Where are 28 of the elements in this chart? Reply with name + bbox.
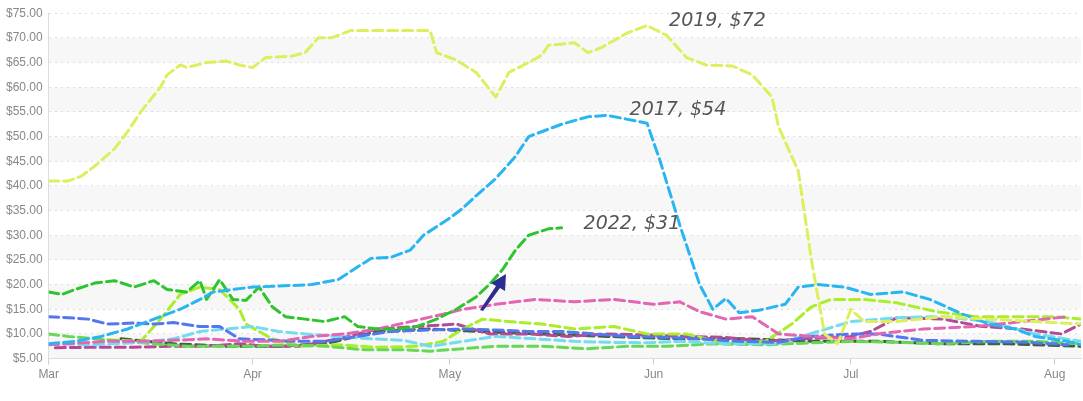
line-series [106, 285, 1081, 349]
x-tick-label: Jun [643, 367, 664, 382]
y-tick-label: $70.00 [6, 30, 44, 45]
y-tick-label: $25.00 [6, 252, 44, 267]
annotation: 2017, $54 [629, 97, 727, 120]
x-tick-label: Apr [243, 367, 262, 382]
line-series [48, 332, 1081, 353]
x-tick-label: Jul [843, 367, 859, 382]
y-tick-label: $65.00 [6, 54, 44, 69]
x-tick-label: Aug [1044, 367, 1066, 382]
line-series [48, 226, 564, 331]
y-tick-label: $20.00 [6, 276, 44, 291]
y-tick-label: $15.00 [6, 301, 44, 316]
y-tick-label: $35.00 [6, 202, 44, 217]
y-tick-label: $60.00 [6, 79, 44, 94]
annotation: 2019, $72 [669, 8, 766, 31]
line-series [119, 327, 1081, 348]
annotation: 2022, $31 [583, 210, 681, 233]
y-tick-label: $5.00 [12, 350, 44, 365]
y-tick-label: $75.00 [6, 5, 44, 20]
y-tick-label: $10.00 [6, 326, 44, 341]
y-tick-label: $55.00 [6, 104, 44, 119]
y-tick-label: $50.00 [6, 128, 44, 143]
y-tick-label: $40.00 [6, 178, 44, 193]
y-tick-label: $45.00 [6, 153, 44, 168]
y-tick-label: $30.00 [6, 227, 44, 242]
x-tick-label: May [438, 367, 462, 382]
x-tick-label: Mar [38, 367, 60, 382]
